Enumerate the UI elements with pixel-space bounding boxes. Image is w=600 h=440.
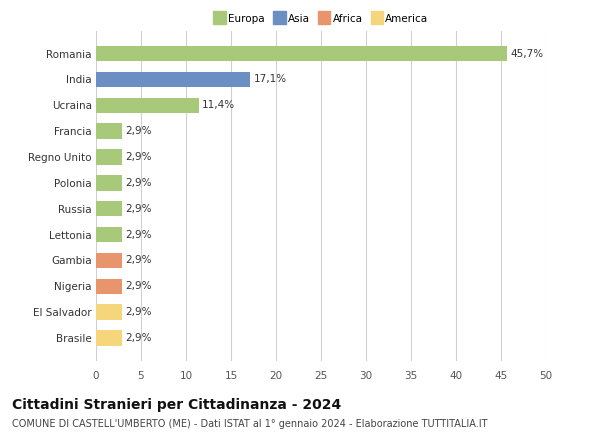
Text: 2,9%: 2,9%: [126, 307, 152, 317]
Bar: [96, 227, 122, 242]
Bar: [96, 304, 122, 320]
Text: 2,9%: 2,9%: [126, 333, 152, 343]
Bar: [96, 175, 122, 191]
Bar: [96, 253, 122, 268]
Text: 2,9%: 2,9%: [126, 204, 152, 214]
Text: 11,4%: 11,4%: [202, 100, 235, 110]
Bar: [96, 201, 122, 216]
Bar: [96, 46, 508, 61]
Text: 45,7%: 45,7%: [511, 48, 544, 59]
Bar: [96, 149, 122, 165]
Text: 17,1%: 17,1%: [254, 74, 287, 84]
Text: 2,9%: 2,9%: [126, 178, 152, 188]
Bar: [96, 98, 199, 113]
Bar: [96, 72, 250, 87]
Text: 2,9%: 2,9%: [126, 256, 152, 265]
Text: 2,9%: 2,9%: [126, 230, 152, 240]
Bar: [96, 279, 122, 294]
Text: 2,9%: 2,9%: [126, 281, 152, 291]
Legend: Europa, Asia, Africa, America: Europa, Asia, Africa, America: [209, 10, 433, 28]
Bar: [96, 330, 122, 346]
Text: Cittadini Stranieri per Cittadinanza - 2024: Cittadini Stranieri per Cittadinanza - 2…: [12, 398, 341, 412]
Text: 2,9%: 2,9%: [126, 152, 152, 162]
Bar: [96, 123, 122, 139]
Text: COMUNE DI CASTELL'UMBERTO (ME) - Dati ISTAT al 1° gennaio 2024 - Elaborazione TU: COMUNE DI CASTELL'UMBERTO (ME) - Dati IS…: [12, 419, 487, 429]
Text: 2,9%: 2,9%: [126, 126, 152, 136]
